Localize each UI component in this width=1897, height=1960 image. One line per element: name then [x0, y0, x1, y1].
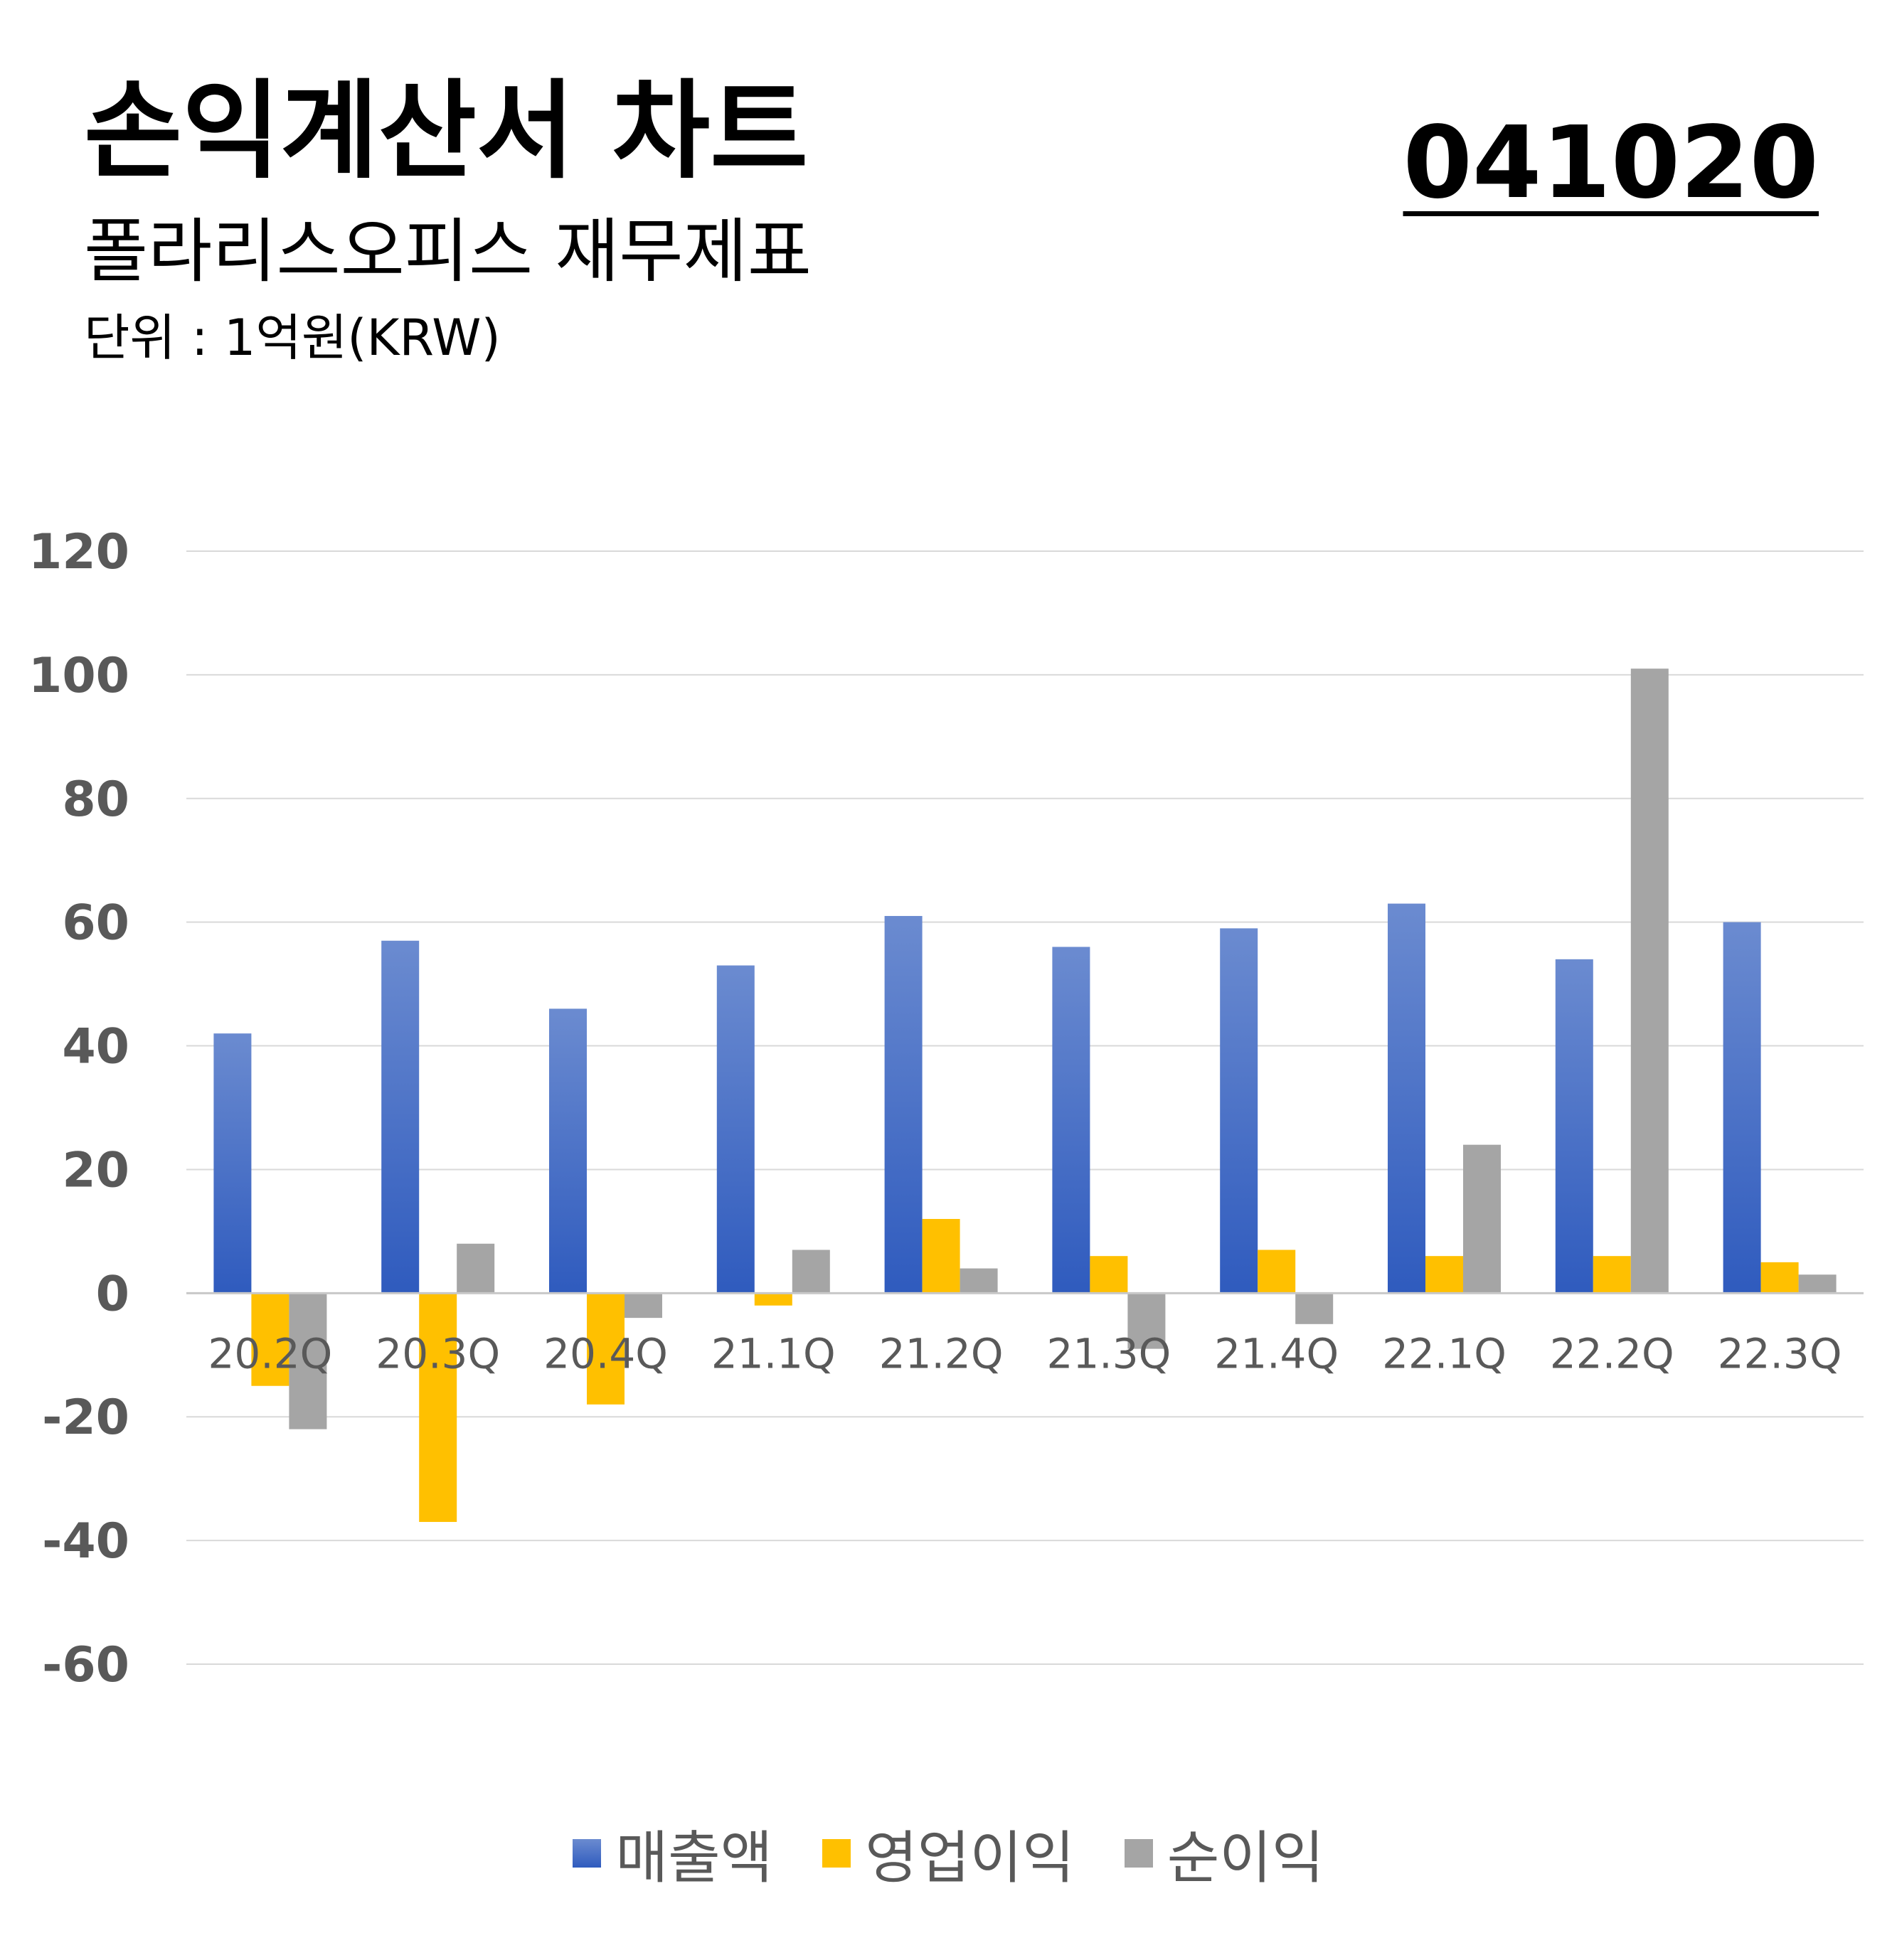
bar-revenue-20.2Q — [213, 1033, 252, 1294]
y-tick-label: 60 — [62, 895, 129, 952]
y-tick-label: -60 — [42, 1637, 129, 1693]
x-tick-label: 20.3Q — [376, 1329, 500, 1378]
bar-net-income-20.3Q — [457, 1243, 495, 1294]
legend-item-revenue: 매출액 — [573, 1812, 772, 1895]
x-tick-label: 20.2Q — [208, 1329, 333, 1378]
bar-net-income-22.3Q — [1798, 1274, 1837, 1294]
bar-revenue-21.4Q — [1220, 928, 1258, 1294]
bar-operating-profit-21.1Q — [754, 1293, 792, 1306]
legend-item-operating-profit: 영업이익 — [822, 1812, 1075, 1895]
x-tick-label: 22.3Q — [1718, 1329, 1842, 1378]
y-tick-label: -20 — [42, 1390, 129, 1446]
legend-swatch-revenue — [573, 1839, 602, 1868]
x-tick-label: 21.1Q — [711, 1329, 836, 1378]
y-tick-label: -40 — [42, 1513, 129, 1570]
bar-operating-profit-20.2Q — [251, 1293, 289, 1386]
stock-code: 041020 — [1403, 105, 1819, 221]
chart-subtitle: 폴라리스오피스 재무제표 — [84, 211, 812, 292]
bar-net-income-21.3Q — [1127, 1293, 1166, 1349]
y-tick-label: 0 — [96, 1266, 129, 1322]
y-tick-label: 120 — [28, 524, 129, 580]
bar-net-income-21.2Q — [960, 1268, 998, 1294]
bar-revenue-22.3Q — [1723, 922, 1761, 1294]
bar-operating-profit-22.1Q — [1425, 1256, 1463, 1294]
bar-operating-profit-22.3Q — [1760, 1262, 1799, 1294]
bar-operating-profit-21.3Q — [1090, 1256, 1128, 1294]
x-tick-label: 21.2Q — [879, 1329, 1004, 1378]
legend: 매출액 영업이익 순이익 — [0, 1812, 1897, 1895]
bar-net-income-20.4Q — [625, 1293, 662, 1319]
bar-operating-profit-21.2Q — [922, 1219, 960, 1294]
legend-label-net-income: 순이익 — [1167, 1825, 1324, 1891]
y-tick-label: 40 — [62, 1019, 129, 1075]
bar-net-income-21.4Q — [1295, 1293, 1334, 1324]
bar-revenue-21.1Q — [716, 965, 755, 1294]
x-tick-label: 21.3Q — [1047, 1329, 1171, 1378]
legend-item-net-income: 순이익 — [1124, 1812, 1324, 1895]
x-tick-label: 22.2Q — [1550, 1329, 1674, 1378]
y-tick-label: 20 — [62, 1142, 129, 1198]
y-tick-label: 80 — [62, 772, 129, 828]
y-axis-ticks: 120 100 80 60 40 20 0 -20 -40 -60 — [28, 524, 129, 1693]
bar-net-income-22.1Q — [1463, 1144, 1501, 1294]
bar-net-income-20.2Q — [289, 1293, 327, 1429]
unit-label: 단위 : 1억원(KRW) — [84, 309, 501, 367]
x-tick-label: 22.1Q — [1382, 1329, 1507, 1378]
bar-revenue-21.2Q — [884, 915, 923, 1294]
legend-swatch-net-income — [1124, 1839, 1153, 1868]
chart-title: 손익계산서 차트 — [84, 70, 809, 193]
legend-swatch-operating-profit — [822, 1839, 851, 1868]
bar-revenue-20.3Q — [381, 940, 420, 1294]
bar-net-income-22.2Q — [1630, 669, 1669, 1294]
bar-revenue-22.1Q — [1388, 903, 1425, 1294]
legend-label-revenue: 매출액 — [615, 1825, 773, 1891]
bar-operating-profit-20.3Q — [419, 1293, 457, 1523]
bar-operating-profit-20.4Q — [587, 1293, 625, 1405]
bar-operating-profit-21.4Q — [1258, 1250, 1296, 1294]
x-tick-label: 21.4Q — [1214, 1329, 1339, 1378]
y-tick-label: 100 — [28, 648, 129, 704]
bar-revenue-22.2Q — [1555, 959, 1593, 1294]
x-axis-ticks: 20.2Q 20.3Q 20.4Q 21.1Q 21.2Q 21.3Q 21.4Q 22.1Q… — [208, 1329, 1842, 1378]
bar-operating-profit-22.2Q — [1593, 1256, 1631, 1294]
bar-revenue-21.3Q — [1052, 947, 1090, 1294]
x-tick-label: 20.4Q — [543, 1329, 668, 1378]
bars — [213, 669, 1837, 1523]
bar-revenue-20.4Q — [549, 1008, 587, 1294]
bar-net-income-21.1Q — [792, 1250, 830, 1294]
legend-label-operating-profit: 영업이익 — [865, 1825, 1075, 1891]
